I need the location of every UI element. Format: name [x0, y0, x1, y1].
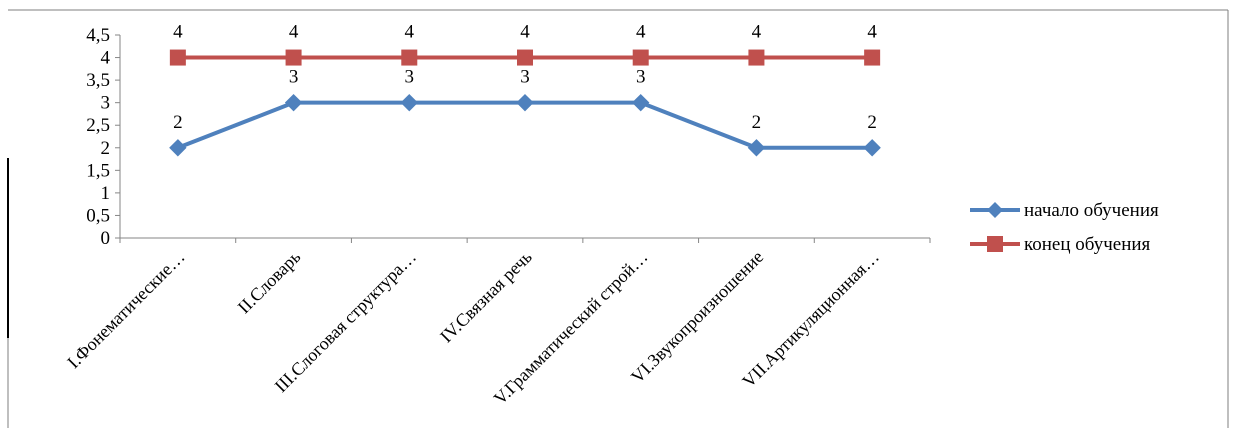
series-2-data-label: 4 [867, 22, 877, 43]
series-1-data-label: 3 [405, 67, 415, 88]
y-tick-label: 2,5 [86, 115, 110, 136]
y-axis: 00,511,522,533,544,5 [86, 25, 121, 249]
series-2-point [748, 49, 765, 66]
y-tick-label: 1,5 [86, 160, 110, 181]
y-tick-label: 3,5 [86, 70, 110, 91]
x-category-label: II.Словарь [234, 247, 305, 318]
y-tick-label: 2 [101, 138, 111, 159]
series-1-data-label: 2 [752, 112, 762, 133]
series-1-point [632, 93, 650, 112]
x-category-label: VII.Артикуляционная… [738, 247, 883, 392]
series-2-point [169, 49, 186, 66]
series-2-data-label: 4 [173, 22, 183, 43]
series-1-point [747, 139, 766, 157]
y-tick-label: 3 [101, 93, 111, 114]
x-category-label: IV.Связная речь [436, 247, 536, 347]
y-tick-label: 0,5 [86, 205, 110, 226]
legend-label-2: конец обучения [1024, 234, 1151, 255]
series-1-point [284, 93, 303, 112]
data-labels-layer: 2 3 3 3 3 2 2 4 4 4 4 4 4 4 [173, 22, 877, 133]
x-category-label: VI.Звукопроизношение [627, 247, 767, 387]
series-1-point [400, 93, 418, 112]
series-1-data-label: 2 [173, 112, 183, 133]
series-1-data-label: 3 [636, 67, 646, 88]
series-1-point [863, 139, 881, 157]
legend-marker-1 [987, 202, 1003, 218]
y-tick-label: 4 [101, 48, 111, 69]
series-2-data-label: 4 [289, 22, 299, 43]
series-2-point [864, 49, 881, 66]
series-1-data-label: 2 [867, 112, 877, 133]
series-2-point [632, 49, 649, 66]
series-layer [169, 49, 881, 157]
legend-label-1: начало обучения [1024, 200, 1159, 221]
legend: начало обучения конец обучения [970, 200, 1159, 255]
legend-marker-2 [987, 236, 1003, 252]
series-1-point [169, 139, 187, 157]
series-1-point [516, 93, 534, 112]
series-2-data-label: 4 [752, 22, 762, 43]
series-2-point [285, 49, 302, 66]
y-tick-label: 1 [101, 183, 111, 204]
y-tick-label: 4,5 [86, 25, 110, 46]
series-2-point [401, 49, 418, 66]
series-2-point [517, 49, 533, 66]
series-2-data-label: 4 [636, 22, 646, 43]
x-axis: I.Фонематические… II.СловарьIII.Слоговая … [63, 237, 931, 408]
x-category-label: I.Фонематические… [63, 247, 189, 373]
series-1-data-label: 3 [289, 67, 299, 88]
series-2-data-label: 4 [520, 22, 530, 43]
series-1-data-label: 3 [520, 67, 530, 88]
y-tick-label: 0 [101, 228, 111, 249]
series-2-data-label: 4 [405, 22, 415, 43]
